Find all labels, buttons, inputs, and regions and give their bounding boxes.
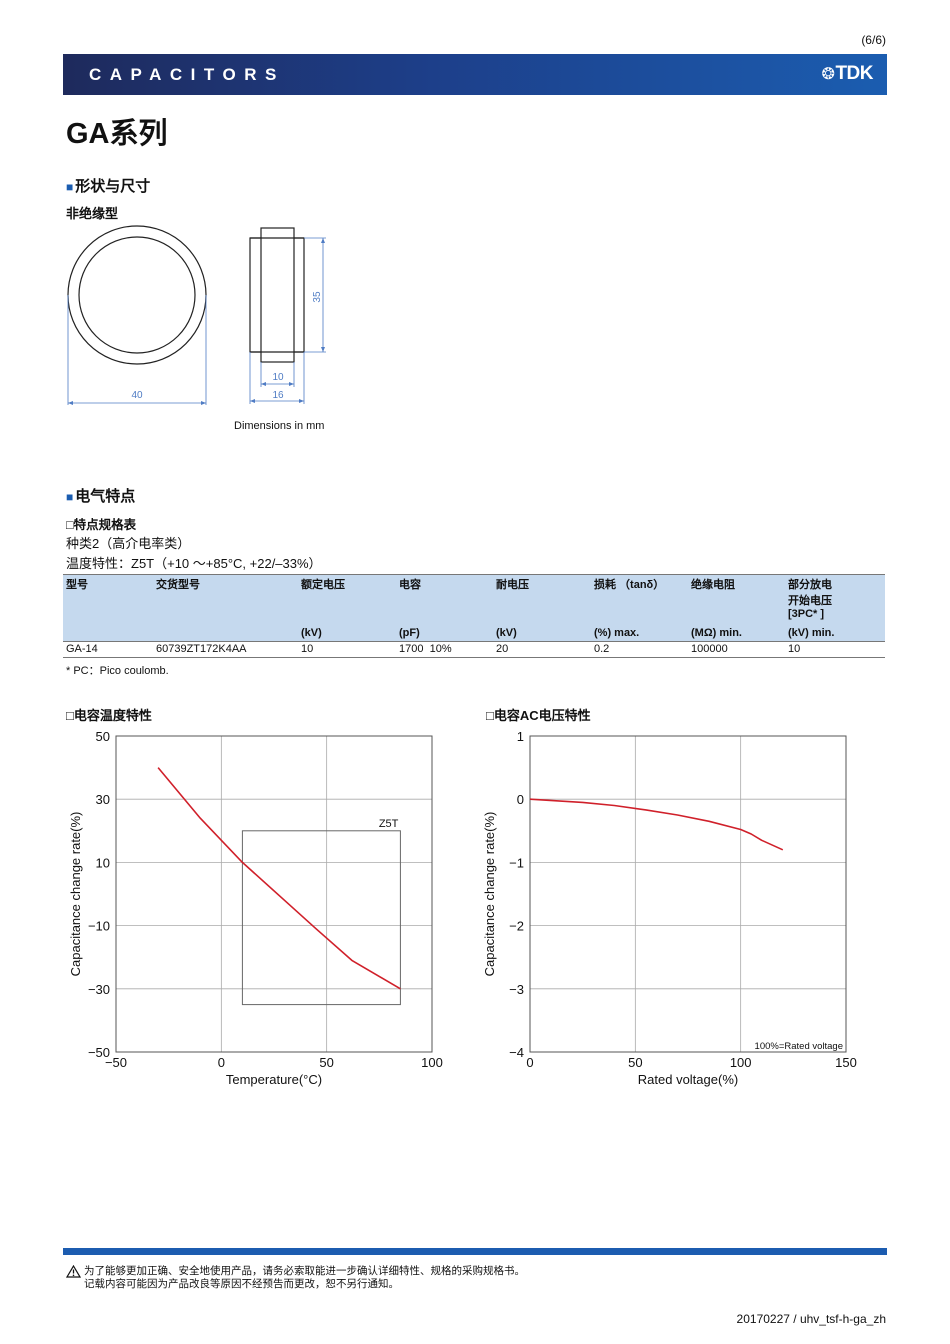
data-line bbox=[529, 798, 784, 851]
y-tick-label: 30 bbox=[96, 792, 110, 807]
dimensions-note: Dimensions in mm bbox=[234, 420, 325, 432]
plot-frame bbox=[115, 735, 433, 1053]
data-line bbox=[157, 767, 401, 990]
disc-inner-outline bbox=[78, 236, 196, 354]
x-tick-label: 150 bbox=[835, 1055, 857, 1070]
x-tick-label: −50 bbox=[105, 1055, 127, 1070]
header-cell: 额定电压 bbox=[298, 574, 396, 627]
cell-rated-voltage: 10 bbox=[298, 640, 396, 658]
x-tick-label: 100 bbox=[730, 1055, 752, 1070]
tdk-logo: ❂TDK bbox=[821, 63, 874, 85]
cell-model: GA-14 bbox=[63, 640, 153, 658]
header-cell: 耐电压 bbox=[493, 574, 591, 627]
disc-outer-outline bbox=[67, 225, 207, 365]
warning-triangle-icon bbox=[66, 1265, 81, 1278]
unit-cell: (kV) bbox=[493, 626, 591, 641]
x-tick-label: 0 bbox=[526, 1055, 533, 1070]
temp-line: 温度特性：Z5T（+10 〜+85°C, +22/–33%） bbox=[66, 556, 322, 571]
cell-partial-discharge: 10 bbox=[785, 640, 885, 658]
plot-frame bbox=[529, 735, 847, 1053]
y-axis-label: Capacitance change rate(%) bbox=[482, 812, 497, 977]
header-cell: 型号 bbox=[63, 574, 153, 627]
y-tick-label: −3 bbox=[509, 982, 524, 997]
x-axis-label: Rated voltage(%) bbox=[638, 1072, 738, 1087]
rated-voltage-annotation: 100%=Rated voltage bbox=[755, 1041, 843, 1052]
warning-note: 为了能够更加正确、安全地使用产品，请务必索取能进一步确认详细特性、规格的采购规格… bbox=[66, 1265, 525, 1291]
side-view-inner bbox=[260, 227, 295, 363]
unit-cell: (kV) bbox=[298, 626, 396, 641]
y-tick-label: −10 bbox=[88, 919, 110, 934]
volt-chart-title: □电容AC电压特性 bbox=[486, 708, 591, 723]
table-header-row: 型号 交货型号 额定电压 电容 耐电压 损耗 （tanδ） 绝缘电阻 部分放电 … bbox=[63, 574, 885, 627]
footer-bar bbox=[63, 1248, 887, 1255]
document-id: 20170227 / uhv_tsf-h-ga_zh bbox=[736, 1312, 886, 1326]
x-tick-label: 50 bbox=[628, 1055, 642, 1070]
temp-chart-title: □电容温度特性 bbox=[66, 708, 152, 723]
z5t-region-label: Z5T bbox=[379, 818, 399, 830]
page-title: GA系列 bbox=[66, 118, 168, 150]
temp-characteristic-chart: −50 0 50 100 −50 −30 −10 10 30 50 Temperature(°C) C… bbox=[68, 729, 443, 1087]
warning-line-1: 为了能够更加正确、安全地使用产品，请务必索取能进一步确认详细特性、规格的采购规格… bbox=[84, 1265, 525, 1277]
y-tick-label: 50 bbox=[96, 729, 110, 744]
hollow-square-icon: □ bbox=[486, 708, 494, 723]
class-line: 种类2（高介电率类） bbox=[66, 536, 191, 551]
electrical-heading: ■ 电气特点 bbox=[66, 488, 136, 505]
y-tick-label: −50 bbox=[88, 1045, 110, 1060]
header-cell: 交货型号 bbox=[153, 574, 298, 627]
x-axis-label: Temperature(°C) bbox=[226, 1072, 322, 1087]
cell-withstand-voltage: 20 bbox=[493, 640, 591, 658]
tdk-logo-text: TDK bbox=[835, 63, 873, 84]
dimension-drawing: 40 35 10 16 bbox=[67, 225, 326, 405]
header-cell: 绝缘电阻 bbox=[688, 574, 785, 627]
y-tick-label: 0 bbox=[517, 792, 524, 807]
spec-table-heading: □特点规格表 bbox=[66, 518, 137, 532]
section-square-icon: ■ bbox=[66, 180, 74, 194]
unit-cell: (pF) bbox=[396, 626, 493, 641]
unit-cell bbox=[63, 626, 153, 641]
category-title: CAPACITORS bbox=[89, 65, 285, 84]
y-tick-label: −1 bbox=[509, 855, 524, 870]
ac-voltage-characteristic-chart: 0 50 100 150 −4 −3 −2 −1 0 1 Rated voltage(%) Capac… bbox=[482, 729, 857, 1087]
diameter-dim-label: 40 bbox=[131, 390, 143, 401]
y-axis-label: Capacitance change rate(%) bbox=[68, 812, 83, 977]
height-dim-label: 35 bbox=[312, 291, 323, 303]
cell-delivery-model: 60739ZT172K4AA bbox=[153, 640, 298, 658]
tdk-logo-icon: ❂ bbox=[821, 66, 835, 83]
footnote: * PC：Pico coulomb. bbox=[66, 665, 169, 677]
y-tick-label: −2 bbox=[509, 919, 524, 934]
shape-heading: ■ 形状与尺寸 bbox=[66, 178, 151, 195]
unit-cell: (MΩ) min. bbox=[688, 626, 785, 641]
hollow-square-icon: □ bbox=[66, 708, 74, 723]
unit-cell: (kV) min. bbox=[785, 626, 885, 641]
unit-cell bbox=[153, 626, 298, 641]
spec-table: 型号 交货型号 额定电压 电容 耐电压 损耗 （tanδ） 绝缘电阻 部分放电 … bbox=[63, 574, 885, 658]
x-tick-label: 100 bbox=[421, 1055, 443, 1070]
x-tick-label: 50 bbox=[319, 1055, 333, 1070]
header-cell: 损耗 （tanδ） bbox=[591, 574, 688, 627]
cell-capacitance: 1700 10% bbox=[396, 640, 493, 658]
page-number: (6/6) bbox=[861, 33, 886, 47]
type-label: 非绝缘型 bbox=[66, 206, 119, 221]
x-tick-label: 0 bbox=[218, 1055, 225, 1070]
y-tick-label: −4 bbox=[509, 1045, 524, 1060]
section-square-icon: ■ bbox=[66, 490, 74, 504]
hollow-square-icon: □ bbox=[66, 518, 74, 532]
cell-dissipation: 0.2 bbox=[591, 640, 688, 658]
warning-line-2: 记载内容可能因为产品改良等原因不经预告而更改，恕不另行通知。 bbox=[84, 1278, 399, 1290]
header-cell: 电容 bbox=[396, 574, 493, 627]
unit-cell: (%) max. bbox=[591, 626, 688, 641]
table-row: GA-14 60739ZT172K4AA 10 1700 10% 20 0.2 … bbox=[63, 640, 885, 658]
y-tick-label: 10 bbox=[96, 855, 110, 870]
cell-insulation: 100000 bbox=[688, 640, 785, 658]
y-tick-label: 1 bbox=[517, 729, 524, 744]
table-units-row: (kV) (pF) (kV) (%) max. (MΩ) min. (kV) m… bbox=[63, 626, 885, 641]
header-banner: CAPACITORS ❂TDK bbox=[63, 54, 887, 95]
header-cell: 部分放电 开始电压 [3PC* ] bbox=[785, 574, 885, 627]
outer-width-dim-label: 16 bbox=[272, 390, 284, 401]
y-tick-label: −30 bbox=[88, 982, 110, 997]
z5t-region-box bbox=[241, 830, 401, 1006]
inner-width-dim-label: 10 bbox=[272, 372, 284, 383]
